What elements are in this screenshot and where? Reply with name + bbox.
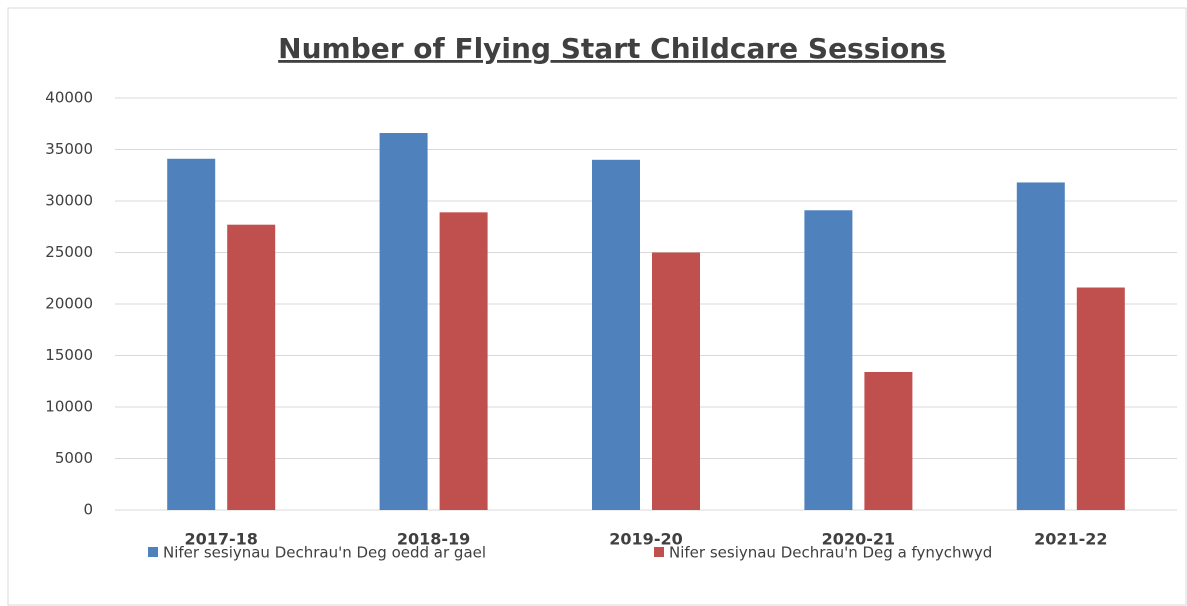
y-tick-label: 40000 [45,89,93,107]
bar [864,371,913,510]
x-tick-label: 2021-22 [1034,530,1107,549]
y-tick-label: 20000 [45,295,93,313]
bar [1076,287,1125,510]
x-tick-label: 2017-18 [184,530,257,549]
y-tick-label: 25000 [45,243,93,261]
y-tick-label: 35000 [45,140,93,158]
bar [167,158,216,510]
y-tick-label: 0 [83,501,93,519]
bar [439,212,488,510]
x-tick-label: 2019-20 [609,530,682,549]
bar [592,159,640,511]
bar [227,224,276,510]
bar [379,133,428,510]
bar [652,252,700,510]
bar [804,210,853,510]
y-tick-label: 5000 [55,449,93,467]
y-tick-label: 15000 [45,346,93,364]
bar [1016,182,1065,510]
legend-label: Nifer sesiynau Dechrau'n Deg oedd ar gae… [163,544,486,562]
y-tick-label: 10000 [45,398,93,416]
x-tick-label: 2018-19 [397,530,470,549]
chart-title: Number of Flying Start Childcare Session… [278,32,946,65]
legend-swatch [148,547,158,557]
y-tick-label: 30000 [45,192,93,210]
x-tick-label: 2020-21 [822,530,895,549]
legend-label: Nifer sesiynau Dechrau'n Deg a fynychwyd [669,544,992,562]
legend-swatch [654,547,664,557]
